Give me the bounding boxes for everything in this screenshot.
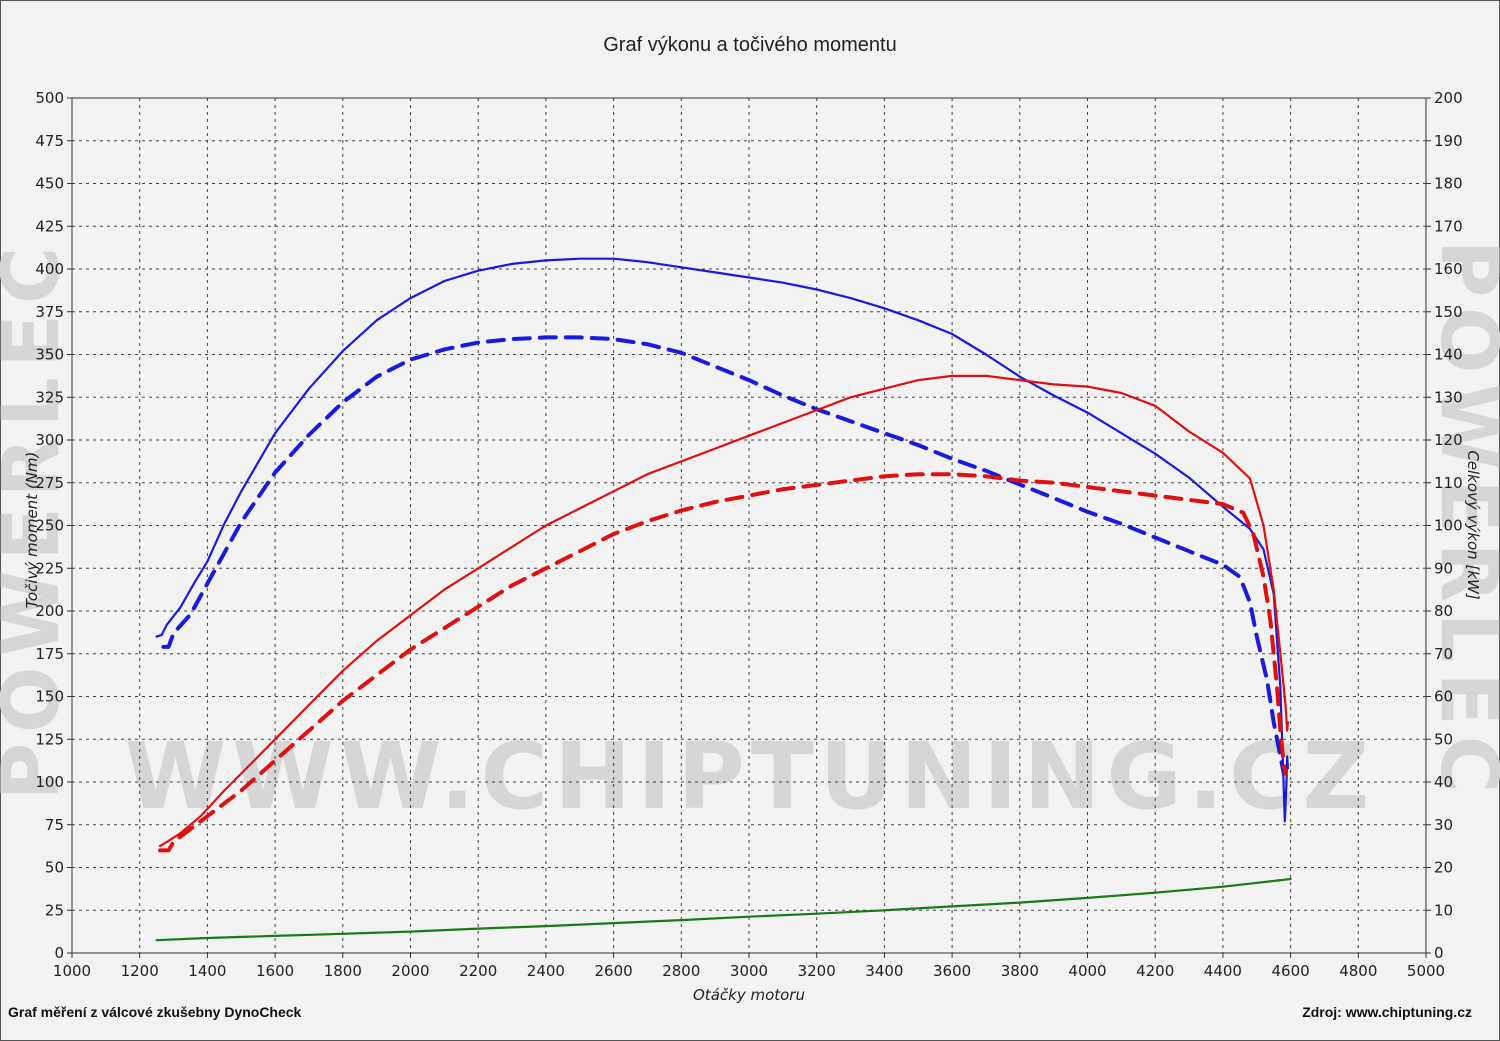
y-right-tick-label: 150	[1434, 303, 1463, 321]
x-tick-label: 3800	[1001, 962, 1039, 980]
y-left-tick-label: 275	[35, 474, 64, 492]
x-tick-label: 4600	[1272, 962, 1310, 980]
y-right-tick-label: 120	[1434, 431, 1463, 449]
series-line-5	[155, 877, 1292, 942]
y-left-tick-label: 0	[54, 944, 64, 962]
x-tick-label: 4200	[1136, 962, 1174, 980]
x-tick-label: 2000	[391, 962, 429, 980]
y-left-tick-label: 500	[35, 89, 64, 107]
y-left-tick-label: 50	[45, 859, 64, 877]
y-left-tick-label: 250	[35, 517, 64, 535]
x-tick-label: 3600	[933, 962, 971, 980]
y-left-tick-label: 200	[35, 602, 64, 620]
y-right-tick-label: 50	[1434, 730, 1453, 748]
y-right-tick-label: 180	[1434, 175, 1463, 193]
y-left-tick-label: 450	[35, 175, 64, 193]
x-tick-label: 3200	[798, 962, 836, 980]
y-right-tick-label: 0	[1434, 944, 1444, 962]
y-left-tick-label: 400	[35, 260, 64, 278]
y-right-tick-label: 110	[1434, 474, 1463, 492]
y-left-tick-label: 350	[35, 346, 64, 364]
y-right-tick-label: 130	[1434, 388, 1463, 406]
y-left-tick-label: 475	[35, 132, 64, 150]
x-tick-label: 1800	[324, 962, 362, 980]
series-line-1	[155, 257, 1289, 823]
y-left-tick-label: 375	[35, 303, 64, 321]
x-tick-label: 1200	[121, 962, 159, 980]
y-right-tick-label: 140	[1434, 346, 1463, 364]
y-left-tick-label: 150	[35, 688, 64, 706]
x-tick-label: 1600	[256, 962, 294, 980]
y-right-tick-label: 20	[1434, 859, 1453, 877]
y-left-tick-label: 425	[35, 217, 64, 235]
x-tick-label: 1400	[188, 962, 226, 980]
watermark-side-right: POWERLEC	[1423, 240, 1500, 803]
y-left-tick-label: 300	[35, 431, 64, 449]
y-right-tick-label: 80	[1434, 602, 1453, 620]
footer-source-note: Graf měření z válcové zkušebny DynoCheck	[8, 1004, 302, 1020]
x-tick-label: 2200	[459, 962, 497, 980]
y-left-tick-label: 125	[35, 730, 64, 748]
watermark-side-left: POWERLEC	[0, 237, 77, 800]
y-right-tick-label: 90	[1434, 559, 1453, 577]
series-line-3	[158, 374, 1289, 848]
x-tick-label: 5000	[1407, 962, 1445, 980]
y-left-tick-label: 75	[45, 816, 64, 834]
y-right-tick-label: 160	[1434, 260, 1463, 278]
chart-title: Graf výkonu a točivého momentu	[603, 34, 897, 56]
x-tick-label: 4800	[1339, 962, 1377, 980]
series-line-2	[161, 335, 1286, 776]
x-tick-label: 2800	[662, 962, 700, 980]
y-right-tick-label: 60	[1434, 688, 1453, 706]
tick-labels: 1000 1200 1400 1600 1800 2000 2200 2400 2600 2800…	[23, 89, 1482, 1004]
y-left-tick-label: 325	[35, 388, 64, 406]
y-right-tick-label: 40	[1434, 773, 1453, 791]
y-right-tick-label: 100	[1434, 517, 1463, 535]
watermark-url: WWW.CHIPTUNING.CZ	[125, 723, 1375, 830]
y-right-tick-label: 200	[1434, 89, 1463, 107]
x-axis-title: Otáčky motoru	[693, 986, 805, 1004]
y-left-tick-label: 100	[35, 773, 64, 791]
y-left-tick-label: 25	[45, 901, 64, 919]
y-left-axis-title: Točivý moment (Nm)	[23, 452, 41, 609]
y-right-tick-label: 170	[1434, 217, 1463, 235]
watermark: WWW.CHIPTUNING.CZ POWERLEC POWERLEC	[0, 237, 1500, 830]
y-left-tick-label: 225	[35, 559, 64, 577]
y-right-axis-title: Celkový výkon [kW]	[1464, 450, 1482, 600]
series-group	[155, 257, 1292, 942]
y-right-tick-label: 190	[1434, 132, 1463, 150]
x-tick-label: 3400	[865, 962, 903, 980]
y-right-tick-label: 70	[1434, 645, 1453, 663]
footer-source-link[interactable]: Zdroj: www.chiptuning.cz	[1302, 1004, 1472, 1020]
x-tick-label: 4000	[1068, 962, 1106, 980]
y-right-tick-label: 10	[1434, 901, 1453, 919]
x-tick-label: 4400	[1204, 962, 1242, 980]
x-tick-label: 1000	[53, 962, 91, 980]
x-tick-label: 3000	[730, 962, 768, 980]
y-left-tick-label: 175	[35, 645, 64, 663]
series-line-4	[158, 472, 1288, 853]
y-right-tick-label: 30	[1434, 816, 1453, 834]
x-tick-label: 2400	[527, 962, 565, 980]
x-tick-label: 2600	[595, 962, 633, 980]
